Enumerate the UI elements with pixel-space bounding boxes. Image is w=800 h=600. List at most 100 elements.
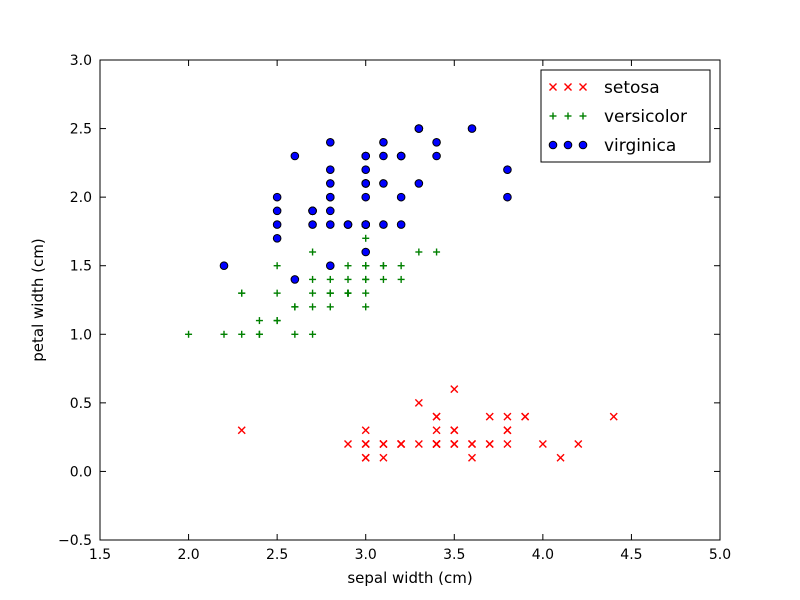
data-point bbox=[362, 289, 370, 297]
legend-marker bbox=[579, 83, 587, 91]
data-point bbox=[361, 426, 370, 435]
legend-item-setosa: setosa bbox=[549, 78, 660, 98]
data-point bbox=[396, 192, 406, 202]
data-point bbox=[361, 247, 371, 257]
legend-marker bbox=[549, 83, 557, 91]
data-point bbox=[432, 440, 441, 448]
data-point bbox=[325, 206, 335, 216]
data-point bbox=[468, 440, 476, 448]
y-tick-label: 2.0 bbox=[70, 190, 92, 206]
y-tick-label: 1.5 bbox=[70, 259, 92, 275]
data-point bbox=[255, 330, 263, 338]
data-point bbox=[238, 330, 246, 338]
data-point bbox=[238, 289, 246, 297]
x-tick-label: 2.5 bbox=[266, 547, 288, 563]
data-point bbox=[397, 262, 405, 270]
data-point bbox=[503, 192, 512, 202]
legend-label: versicolor bbox=[604, 107, 687, 127]
data-point bbox=[485, 440, 494, 448]
y-tick-label: 2.5 bbox=[70, 122, 92, 138]
data-point bbox=[432, 412, 441, 421]
data-point bbox=[291, 330, 299, 338]
data-point bbox=[609, 412, 618, 421]
y-tick-label: −0.5 bbox=[58, 533, 92, 549]
plot-area bbox=[185, 124, 618, 462]
y-axis: −0.5 0.0 0.5 1.0 1.5 2.0 2.5 3.0 bbox=[58, 53, 720, 549]
legend-marker bbox=[579, 112, 587, 120]
data-point bbox=[343, 220, 353, 229]
data-point bbox=[432, 151, 441, 161]
y-tick-label: 0.5 bbox=[70, 396, 92, 412]
data-point bbox=[450, 426, 459, 435]
x-axis-label: sepal width (cm) bbox=[347, 569, 472, 587]
data-point bbox=[503, 426, 512, 435]
legend-label: setosa bbox=[604, 78, 660, 98]
data-point bbox=[414, 124, 424, 133]
data-point bbox=[308, 206, 317, 216]
data-point bbox=[433, 248, 441, 256]
data-point bbox=[361, 165, 371, 175]
y-tick-label: 1.0 bbox=[70, 327, 92, 343]
data-point bbox=[272, 220, 282, 229]
data-point bbox=[379, 275, 387, 283]
legend-marker bbox=[549, 112, 557, 120]
x-tick-label: 1.5 bbox=[89, 547, 111, 563]
data-point bbox=[397, 440, 406, 448]
series-setosa bbox=[237, 385, 618, 462]
data-point bbox=[273, 289, 281, 297]
data-point bbox=[309, 289, 317, 297]
data-point bbox=[396, 151, 406, 161]
data-point bbox=[379, 453, 388, 462]
data-point bbox=[503, 165, 512, 175]
data-point bbox=[485, 412, 494, 421]
data-point bbox=[361, 220, 371, 229]
legend-item-virginica: virginica bbox=[548, 136, 676, 156]
x-tick-label: 2.0 bbox=[177, 547, 199, 563]
x-tick-label: 3.0 bbox=[355, 547, 377, 563]
x-tick-label: 3.5 bbox=[443, 547, 465, 563]
data-point bbox=[272, 233, 282, 243]
data-point bbox=[450, 440, 459, 448]
data-point bbox=[237, 426, 246, 435]
x-axis: 1.5 2.0 2.5 3.0 3.5 4.0 4.5 5.0 bbox=[89, 60, 731, 563]
data-point bbox=[432, 137, 441, 147]
data-point bbox=[379, 220, 388, 229]
data-point bbox=[450, 385, 459, 394]
data-point bbox=[325, 179, 335, 188]
data-point bbox=[361, 192, 371, 202]
data-point bbox=[556, 453, 565, 462]
data-point bbox=[291, 303, 299, 311]
legend-marker bbox=[578, 140, 588, 150]
data-point bbox=[185, 330, 193, 338]
data-point bbox=[361, 440, 370, 448]
data-point bbox=[219, 261, 229, 271]
data-point bbox=[309, 330, 317, 338]
x-tick-label: 5.0 bbox=[709, 547, 731, 563]
data-point bbox=[273, 262, 281, 270]
data-point bbox=[379, 262, 387, 270]
data-point bbox=[362, 262, 370, 270]
data-point bbox=[361, 179, 371, 188]
data-point bbox=[362, 275, 370, 283]
data-point bbox=[414, 440, 423, 448]
data-point bbox=[362, 303, 370, 311]
data-point bbox=[309, 275, 317, 283]
plot-frame bbox=[99, 59, 721, 541]
data-point bbox=[503, 412, 512, 421]
data-point bbox=[379, 137, 388, 147]
legend-marker bbox=[564, 112, 572, 120]
data-point bbox=[362, 234, 370, 242]
x-tick-label: 4.0 bbox=[532, 547, 554, 563]
data-point bbox=[326, 303, 334, 311]
data-point bbox=[468, 453, 476, 462]
data-point bbox=[325, 137, 335, 147]
data-point bbox=[325, 261, 335, 271]
data-point bbox=[379, 151, 388, 161]
legend-marker bbox=[564, 83, 572, 91]
data-point bbox=[272, 192, 282, 202]
y-tick-label: 0.0 bbox=[70, 464, 92, 480]
data-point bbox=[379, 179, 388, 188]
x-tick-label: 4.5 bbox=[620, 547, 642, 563]
data-point bbox=[326, 289, 334, 297]
